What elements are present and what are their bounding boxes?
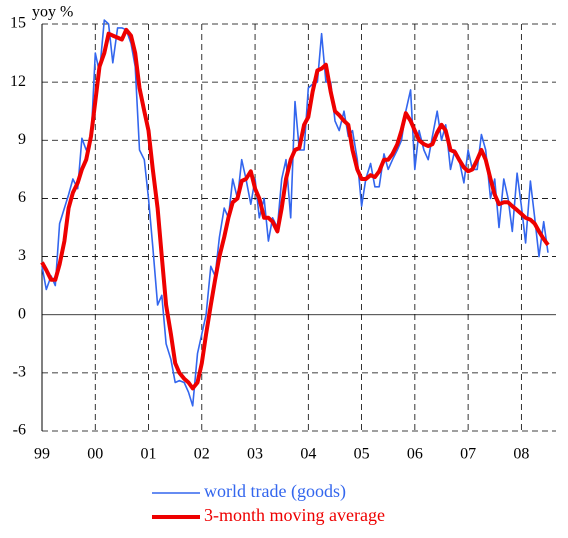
line-series (40, 27, 550, 391)
line-series (41, 19, 549, 407)
y-tick-label: 12 (10, 73, 26, 90)
x-tick-label: 03 (247, 446, 263, 463)
x-tick-label: 05 (354, 446, 370, 463)
x-tick-label: 04 (300, 446, 316, 463)
x-tick-label: 07 (460, 446, 476, 463)
y-tick-label: -3 (13, 364, 26, 381)
y-tick-label: 6 (18, 189, 26, 206)
legend-label: world trade (goods) (204, 481, 346, 502)
x-tick-label: 01 (141, 446, 157, 463)
x-tick-label: 02 (194, 446, 210, 463)
legend-label: 3-month moving average (204, 505, 385, 525)
y-tick-label: 9 (18, 131, 26, 148)
y-axis-label: yoy % (32, 4, 73, 21)
y-tick-label: -6 (13, 422, 26, 439)
y-tick-label: 0 (18, 305, 26, 322)
x-tick-label: 99 (34, 446, 50, 463)
x-tick-label: 08 (513, 446, 529, 463)
x-tick-label: 06 (407, 446, 423, 463)
y-tick-label: 15 (10, 15, 26, 32)
y-tick-label: 3 (18, 247, 26, 264)
x-tick-label: 00 (87, 446, 103, 463)
